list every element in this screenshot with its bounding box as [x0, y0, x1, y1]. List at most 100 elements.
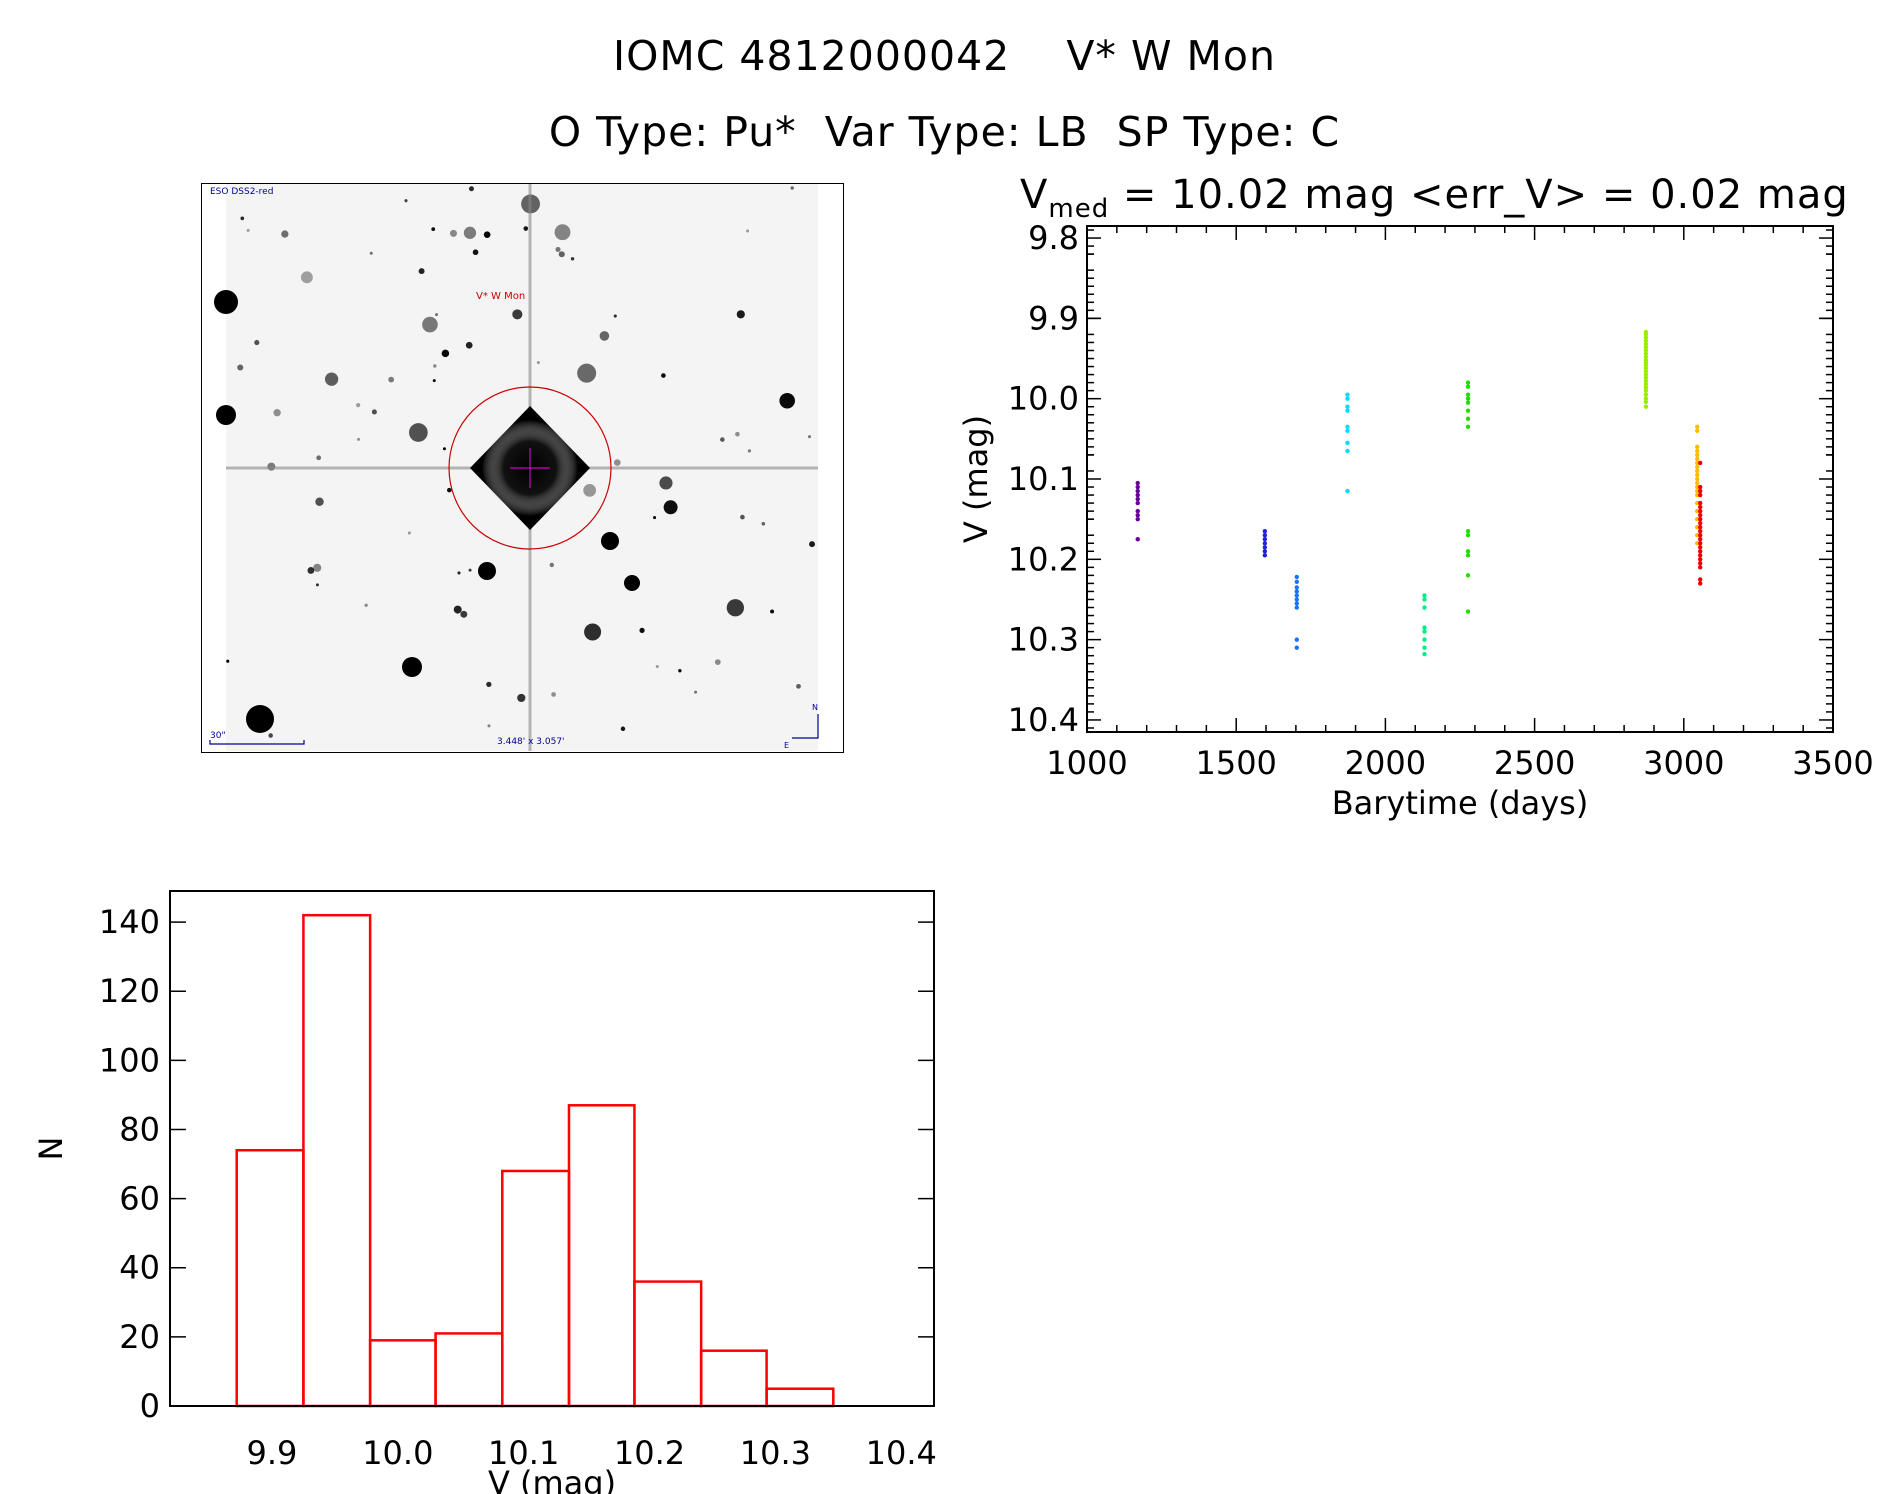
field-star [486, 681, 492, 687]
data-point [1262, 545, 1268, 550]
y-tick-label: 20 [119, 1318, 160, 1356]
data-point [1643, 335, 1649, 340]
data-point [1422, 651, 1427, 657]
field-star [714, 659, 721, 666]
data-point [1135, 492, 1140, 498]
data-point [1135, 500, 1140, 506]
data-point [1294, 645, 1299, 650]
bright-star [246, 705, 274, 733]
y-tick-label: 10.2 [1008, 540, 1079, 578]
y-tick-label: 60 [119, 1180, 160, 1218]
y-tick-label: 140 [99, 903, 160, 941]
data-point [1422, 597, 1427, 602]
data-point [1422, 629, 1427, 634]
data-point [1465, 384, 1471, 389]
field-star [770, 609, 775, 614]
vmed-sub: med [1048, 194, 1110, 224]
field-star [465, 341, 473, 349]
data-point [1465, 392, 1471, 397]
data-point [1643, 369, 1649, 374]
data-point [1465, 533, 1471, 538]
light-curve-points [1135, 329, 1703, 657]
data-point [1422, 637, 1427, 642]
field-star [584, 623, 602, 641]
field-star [472, 249, 479, 256]
x-tick-label: 2500 [1494, 744, 1575, 782]
light-curve-axes-frame [1086, 225, 1834, 733]
field-star [407, 531, 411, 535]
field-star [523, 226, 529, 231]
data-point [1643, 348, 1649, 353]
data-point [1698, 492, 1703, 498]
north-label: N [812, 703, 818, 712]
field-star [307, 567, 315, 574]
field-star [512, 309, 523, 320]
data-point [1643, 338, 1649, 344]
scale-bar [209, 740, 305, 745]
star-id-title: IOMC 4812000042 V* W Mon [613, 32, 1276, 80]
field-star [740, 514, 745, 520]
data-point [1698, 557, 1703, 562]
x-tick-label: 2000 [1345, 744, 1426, 782]
data-point [1643, 388, 1649, 393]
data-point [1345, 424, 1350, 429]
field-star [388, 376, 395, 383]
field-star [431, 227, 436, 232]
vmed-stats: Vmed = 10.02 mag <err_V> = 0.02 mag [1020, 172, 1849, 224]
data-point [1695, 480, 1700, 486]
data-point [1698, 541, 1703, 546]
data-point [1698, 529, 1703, 534]
data-point [1695, 424, 1700, 429]
field-star [809, 541, 816, 548]
field-star [570, 257, 575, 261]
data-point [1345, 404, 1350, 409]
field-star [316, 455, 322, 461]
field-star [790, 186, 794, 190]
data-point [1643, 354, 1649, 360]
field-star [463, 226, 477, 239]
field-star [487, 724, 491, 728]
data-point [1465, 529, 1471, 534]
data-point [1695, 476, 1700, 482]
histogram-chart: 9.9 10.0 10.1 10.2 10.3 10.4 0 20 40 60 80 100 120 14… [32, 890, 937, 1494]
field-star [551, 692, 556, 697]
y-tick-label: 100 [99, 1041, 160, 1079]
histogram-bar [501, 1169, 571, 1408]
field-star [613, 459, 621, 466]
data-point [1643, 385, 1649, 390]
data-point [1422, 625, 1427, 630]
field-star [554, 224, 571, 241]
field-star [364, 603, 368, 607]
data-point [1698, 553, 1703, 558]
data-point [1465, 396, 1471, 401]
data-point [1422, 593, 1427, 598]
field-star [613, 314, 617, 318]
histogram-y-label: N [32, 1137, 70, 1161]
y-tick-label: 40 [119, 1249, 160, 1287]
data-point [1294, 605, 1299, 610]
light-curve-y-label: V (mag) [957, 415, 995, 543]
field-star [583, 484, 597, 497]
field-star [483, 231, 491, 239]
data-point [1643, 382, 1649, 387]
field-star [449, 229, 458, 237]
data-point [1643, 372, 1649, 377]
field-star [422, 316, 438, 333]
data-point [1695, 444, 1700, 450]
field-star [404, 199, 408, 203]
field-star [659, 476, 673, 490]
field-star [324, 372, 339, 386]
data-point [1643, 362, 1649, 368]
field-star [433, 364, 437, 368]
data-point [1345, 428, 1350, 434]
bright-star [478, 562, 496, 580]
field-star [779, 392, 795, 409]
data-point [1345, 396, 1350, 401]
data-point [1695, 464, 1700, 470]
data-point [1698, 577, 1703, 582]
field-star [549, 562, 554, 568]
data-point [1643, 345, 1649, 350]
data-point [1294, 589, 1299, 594]
data-point [1135, 484, 1140, 490]
fov-label: 3.448' x 3.057' [497, 737, 565, 747]
